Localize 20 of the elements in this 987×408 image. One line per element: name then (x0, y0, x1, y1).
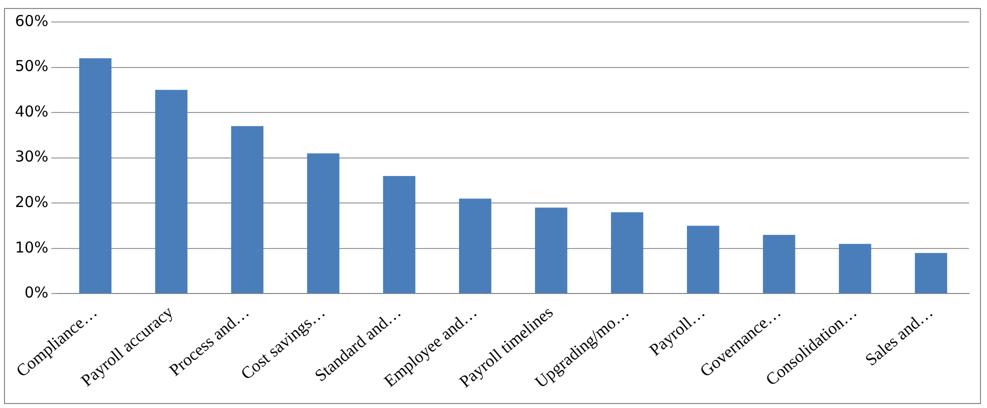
bar (383, 176, 416, 294)
y-tick-label: 10% (14, 238, 48, 256)
bar (838, 244, 872, 294)
bar (231, 126, 264, 294)
bar (307, 153, 340, 294)
y-tick-label: 30% (14, 148, 48, 166)
y-tick-label: 40% (14, 102, 48, 120)
y-tick-label: 0% (24, 284, 48, 302)
y-tick-label: 50% (14, 57, 48, 76)
bar (762, 234, 796, 294)
bar (914, 252, 948, 294)
bar (610, 212, 644, 294)
bar (535, 208, 568, 294)
bar (155, 90, 188, 294)
y-tick-label: 20% (14, 193, 48, 212)
y-tick-label: 60% (14, 12, 48, 30)
x-tick-label: Sales and… (862, 302, 936, 370)
bar (459, 198, 492, 294)
bar (79, 58, 112, 294)
bar (686, 226, 720, 294)
